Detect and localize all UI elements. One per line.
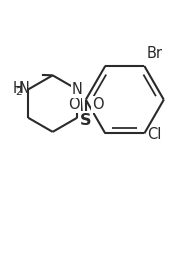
Text: 2: 2 (16, 87, 22, 98)
Text: H: H (13, 82, 24, 97)
Text: N: N (72, 82, 82, 97)
Text: S: S (80, 113, 91, 128)
Text: Br: Br (146, 46, 162, 61)
Text: Cl: Cl (147, 127, 162, 142)
Text: N: N (19, 82, 30, 97)
Text: O: O (92, 97, 103, 112)
Text: O: O (68, 97, 80, 112)
